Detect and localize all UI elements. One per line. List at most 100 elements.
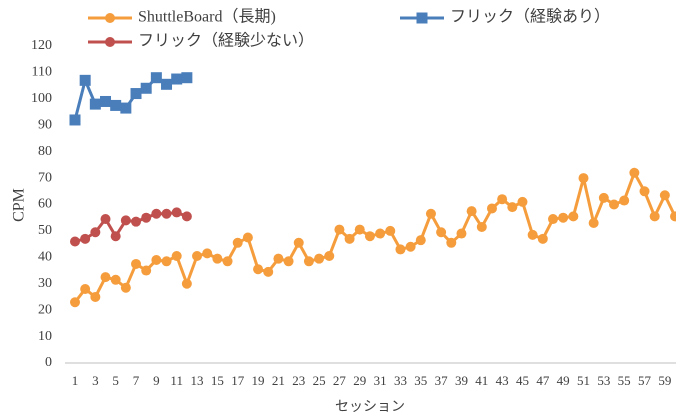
x-tick-label: 43	[496, 373, 509, 388]
x-tick-label: 51	[577, 373, 590, 388]
data-point	[588, 217, 599, 228]
data-point	[141, 212, 152, 223]
data-point	[131, 216, 142, 227]
data-point	[130, 88, 142, 100]
data-point	[150, 72, 162, 84]
x-tick-label: 35	[414, 373, 427, 388]
x-tick-label: 13	[191, 373, 204, 388]
x-tick-label: 15	[211, 373, 224, 388]
data-point	[110, 231, 121, 242]
legend-swatch	[416, 12, 428, 24]
data-point	[527, 229, 538, 240]
data-point	[110, 274, 121, 285]
series-line	[73, 171, 676, 304]
x-tick-label: 1	[72, 373, 79, 388]
x-tick-label: 21	[272, 373, 285, 388]
y-tick-label: 30	[38, 276, 52, 291]
y-tick-label: 120	[31, 38, 52, 53]
data-point	[639, 186, 650, 197]
y-tick-label: 70	[38, 170, 52, 185]
y-tick-label: 20	[38, 302, 52, 317]
x-tick-label: 45	[516, 373, 529, 388]
data-point	[273, 253, 284, 264]
data-point	[344, 233, 355, 244]
data-point	[192, 251, 203, 262]
x-tick-label: 57	[638, 373, 652, 388]
data-point	[466, 206, 477, 217]
data-point	[80, 284, 91, 295]
data-point	[395, 244, 406, 255]
x-tick-label: 17	[231, 373, 245, 388]
data-point	[171, 251, 182, 262]
y-axis-label: CPM	[11, 188, 28, 222]
data-point	[131, 258, 142, 269]
data-point	[324, 251, 335, 262]
data-point	[609, 199, 620, 210]
data-point	[90, 227, 101, 238]
x-tick-label: 19	[252, 373, 265, 388]
data-point	[110, 99, 122, 111]
x-axis-label: セッション	[335, 400, 405, 415]
data-point	[100, 272, 111, 283]
data-point	[140, 82, 152, 94]
legend-label: フリック（経験あり）	[450, 8, 610, 26]
data-point	[171, 207, 182, 218]
data-point	[202, 248, 213, 259]
data-point	[558, 212, 569, 223]
y-tick-label: 50	[38, 223, 52, 238]
data-point	[497, 194, 508, 205]
x-tick-label: 55	[618, 373, 631, 388]
y-tick-label: 10	[38, 329, 52, 344]
data-point	[120, 282, 131, 293]
data-point	[578, 173, 589, 184]
data-point	[171, 73, 183, 85]
y-tick-label: 60	[38, 197, 52, 212]
x-tick-label: 59	[658, 373, 671, 388]
data-point	[334, 224, 345, 235]
data-point	[405, 241, 416, 252]
legend-label: フリック（経験少ない）	[138, 32, 314, 50]
data-point	[69, 114, 81, 126]
data-point	[385, 225, 396, 236]
data-point	[80, 233, 91, 244]
y-tick-label: 90	[38, 117, 52, 132]
x-tick-label: 37	[435, 373, 449, 388]
data-point	[283, 256, 294, 267]
data-point	[212, 253, 223, 264]
data-point	[263, 266, 274, 277]
x-tick-label: 5	[112, 373, 119, 388]
data-point	[415, 235, 426, 246]
x-tick-label: 47	[536, 373, 550, 388]
x-tick-label: 9	[153, 373, 160, 388]
x-tick-label: 11	[170, 373, 183, 388]
data-point	[151, 254, 162, 265]
data-point	[120, 215, 131, 226]
data-point	[242, 232, 253, 243]
x-tick-label: 39	[455, 373, 468, 388]
legend-swatch	[105, 37, 115, 47]
x-tick-label: 49	[557, 373, 570, 388]
data-point	[446, 237, 457, 248]
data-point	[670, 211, 676, 222]
data-point	[486, 203, 497, 214]
data-point	[79, 74, 91, 86]
data-point	[181, 72, 193, 84]
data-point	[141, 265, 152, 276]
legend-label: ShuttleBoard（長期)	[138, 8, 276, 26]
x-tick-label: 27	[333, 373, 347, 388]
data-point	[436, 227, 447, 238]
data-point	[151, 208, 162, 219]
data-point	[619, 195, 630, 206]
y-tick-label: 110	[32, 65, 52, 80]
data-point	[568, 211, 579, 222]
data-point	[629, 167, 640, 178]
data-point	[181, 278, 192, 289]
data-point	[89, 98, 101, 110]
y-tick-label: 40	[38, 250, 52, 265]
legend-swatch	[105, 13, 115, 23]
x-tick-label: 7	[133, 373, 140, 388]
data-point	[364, 231, 375, 242]
data-point	[649, 211, 660, 222]
data-point	[598, 192, 609, 203]
